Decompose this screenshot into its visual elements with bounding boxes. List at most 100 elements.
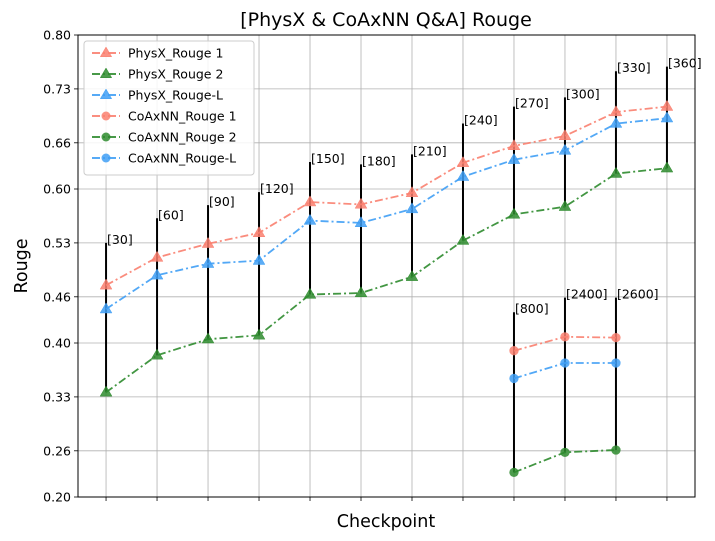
legend-entry: PhysX_Rouge 2 xyxy=(92,67,223,82)
data-point xyxy=(507,139,521,150)
data-point xyxy=(560,358,570,368)
data-point xyxy=(509,467,519,478)
series-group xyxy=(99,99,674,478)
data-point xyxy=(405,202,419,214)
data-point xyxy=(609,116,623,128)
y-tick-label: 0.33 xyxy=(43,389,71,404)
range-label: [120] xyxy=(260,181,294,196)
data-point xyxy=(507,207,521,219)
y-axis-ticks: 0.20 0.26 0.33 0.40 0.46 0.53 0.60 0.66 0.73 0.80 xyxy=(43,28,78,505)
data-point xyxy=(354,286,368,298)
legend-label: PhysX_Rouge-L xyxy=(128,88,223,103)
data-point xyxy=(252,328,266,340)
data-point xyxy=(354,216,368,227)
series-coaxnn-rouge-1 xyxy=(509,332,621,356)
legend-entry: CoAxNN_Rouge-L xyxy=(92,151,236,166)
data-point xyxy=(303,213,317,225)
range-label: [240] xyxy=(464,113,498,128)
data-point xyxy=(660,161,674,173)
series-physx-rouge-l xyxy=(99,111,674,314)
data-point xyxy=(201,332,215,344)
y-tick-label: 0.46 xyxy=(43,289,71,304)
series-coaxnn-rouge-l xyxy=(509,358,621,384)
range-label: [180] xyxy=(362,153,396,168)
data-point xyxy=(405,186,419,197)
y-tick-label: 0.73 xyxy=(43,81,71,96)
y-tick-label: 0.80 xyxy=(43,28,71,43)
data-point xyxy=(660,111,674,123)
data-point xyxy=(456,169,470,181)
range-label: [2400] xyxy=(566,287,608,302)
data-point xyxy=(507,153,521,164)
series-line xyxy=(105,117,668,310)
data-point xyxy=(609,105,623,117)
y-tick-label: 0.53 xyxy=(43,235,71,250)
range-label: [330] xyxy=(617,60,651,75)
range-label: [270] xyxy=(515,96,549,111)
data-point xyxy=(150,348,164,360)
range-label: [2600] xyxy=(617,287,659,302)
x-axis-ticks xyxy=(105,497,668,501)
data-point xyxy=(99,278,113,290)
data-point xyxy=(101,111,111,121)
data-point xyxy=(354,197,368,209)
y-tick-label: 0.20 xyxy=(43,490,71,505)
legend-entry: CoAxNN_Rouge 1 xyxy=(92,109,237,124)
data-point xyxy=(99,67,113,78)
range-label: [210] xyxy=(413,143,447,158)
range-label: [150] xyxy=(311,151,345,166)
data-point xyxy=(201,256,215,268)
y-axis-label: Rouge xyxy=(12,238,32,293)
plot-frame xyxy=(77,34,696,498)
data-point xyxy=(150,250,164,262)
chart-title: [PhysX & CoAxNN Q&A] Rouge xyxy=(240,9,532,31)
data-point xyxy=(558,129,572,140)
data-point xyxy=(101,153,111,163)
data-point xyxy=(99,385,113,397)
series-line xyxy=(105,167,668,394)
series-physx-rouge-2 xyxy=(99,161,674,397)
legend-label: PhysX_Rouge 1 xyxy=(128,46,223,61)
data-point xyxy=(456,233,470,245)
range-annotations: [30] [60] [90] [120] [150] [180] [210] [240] [27… xyxy=(107,56,702,317)
data-point xyxy=(101,132,111,142)
data-point xyxy=(99,302,113,314)
data-point xyxy=(201,236,215,248)
data-point xyxy=(303,287,317,299)
legend-entry: PhysX_Rouge 1 xyxy=(92,46,223,61)
data-point xyxy=(558,143,572,155)
x-axis-label: Checkpoint xyxy=(337,512,436,532)
y-tick-label: 0.66 xyxy=(43,135,71,150)
range-label: [90] xyxy=(209,194,235,209)
data-point xyxy=(252,253,266,265)
data-point xyxy=(456,156,470,167)
data-point xyxy=(150,268,164,280)
data-point xyxy=(560,332,570,342)
data-point xyxy=(611,445,621,455)
legend-box xyxy=(83,40,255,176)
legend-label: CoAxNN_Rouge 2 xyxy=(128,130,237,145)
data-point xyxy=(611,332,621,343)
legend-label: CoAxNN_Rouge-L xyxy=(128,151,236,166)
legend-label: PhysX_Rouge 2 xyxy=(128,67,223,82)
data-point xyxy=(303,195,317,207)
range-label: [30] xyxy=(107,232,133,247)
series-physx-rouge-1 xyxy=(99,99,674,290)
data-point xyxy=(509,373,519,384)
series-coaxnn-rouge-2 xyxy=(509,445,621,478)
data-point xyxy=(560,447,570,457)
data-point xyxy=(558,200,572,211)
data-point xyxy=(611,358,621,368)
data-point xyxy=(660,99,674,111)
data-point xyxy=(252,226,266,237)
series-line xyxy=(105,105,668,287)
y-tick-label: 0.26 xyxy=(43,443,71,458)
range-label: [300] xyxy=(566,86,600,101)
data-point xyxy=(609,166,623,178)
range-label: [800] xyxy=(515,301,549,316)
legend: PhysX_Rouge 1 PhysX_Rouge 2 PhysX_Rouge-L C… xyxy=(83,40,255,176)
legend-label: CoAxNN_Rouge 1 xyxy=(128,109,237,124)
y-tick-label: 0.40 xyxy=(43,336,71,351)
data-point xyxy=(509,346,519,356)
y-tick-label: 0.60 xyxy=(43,182,71,197)
